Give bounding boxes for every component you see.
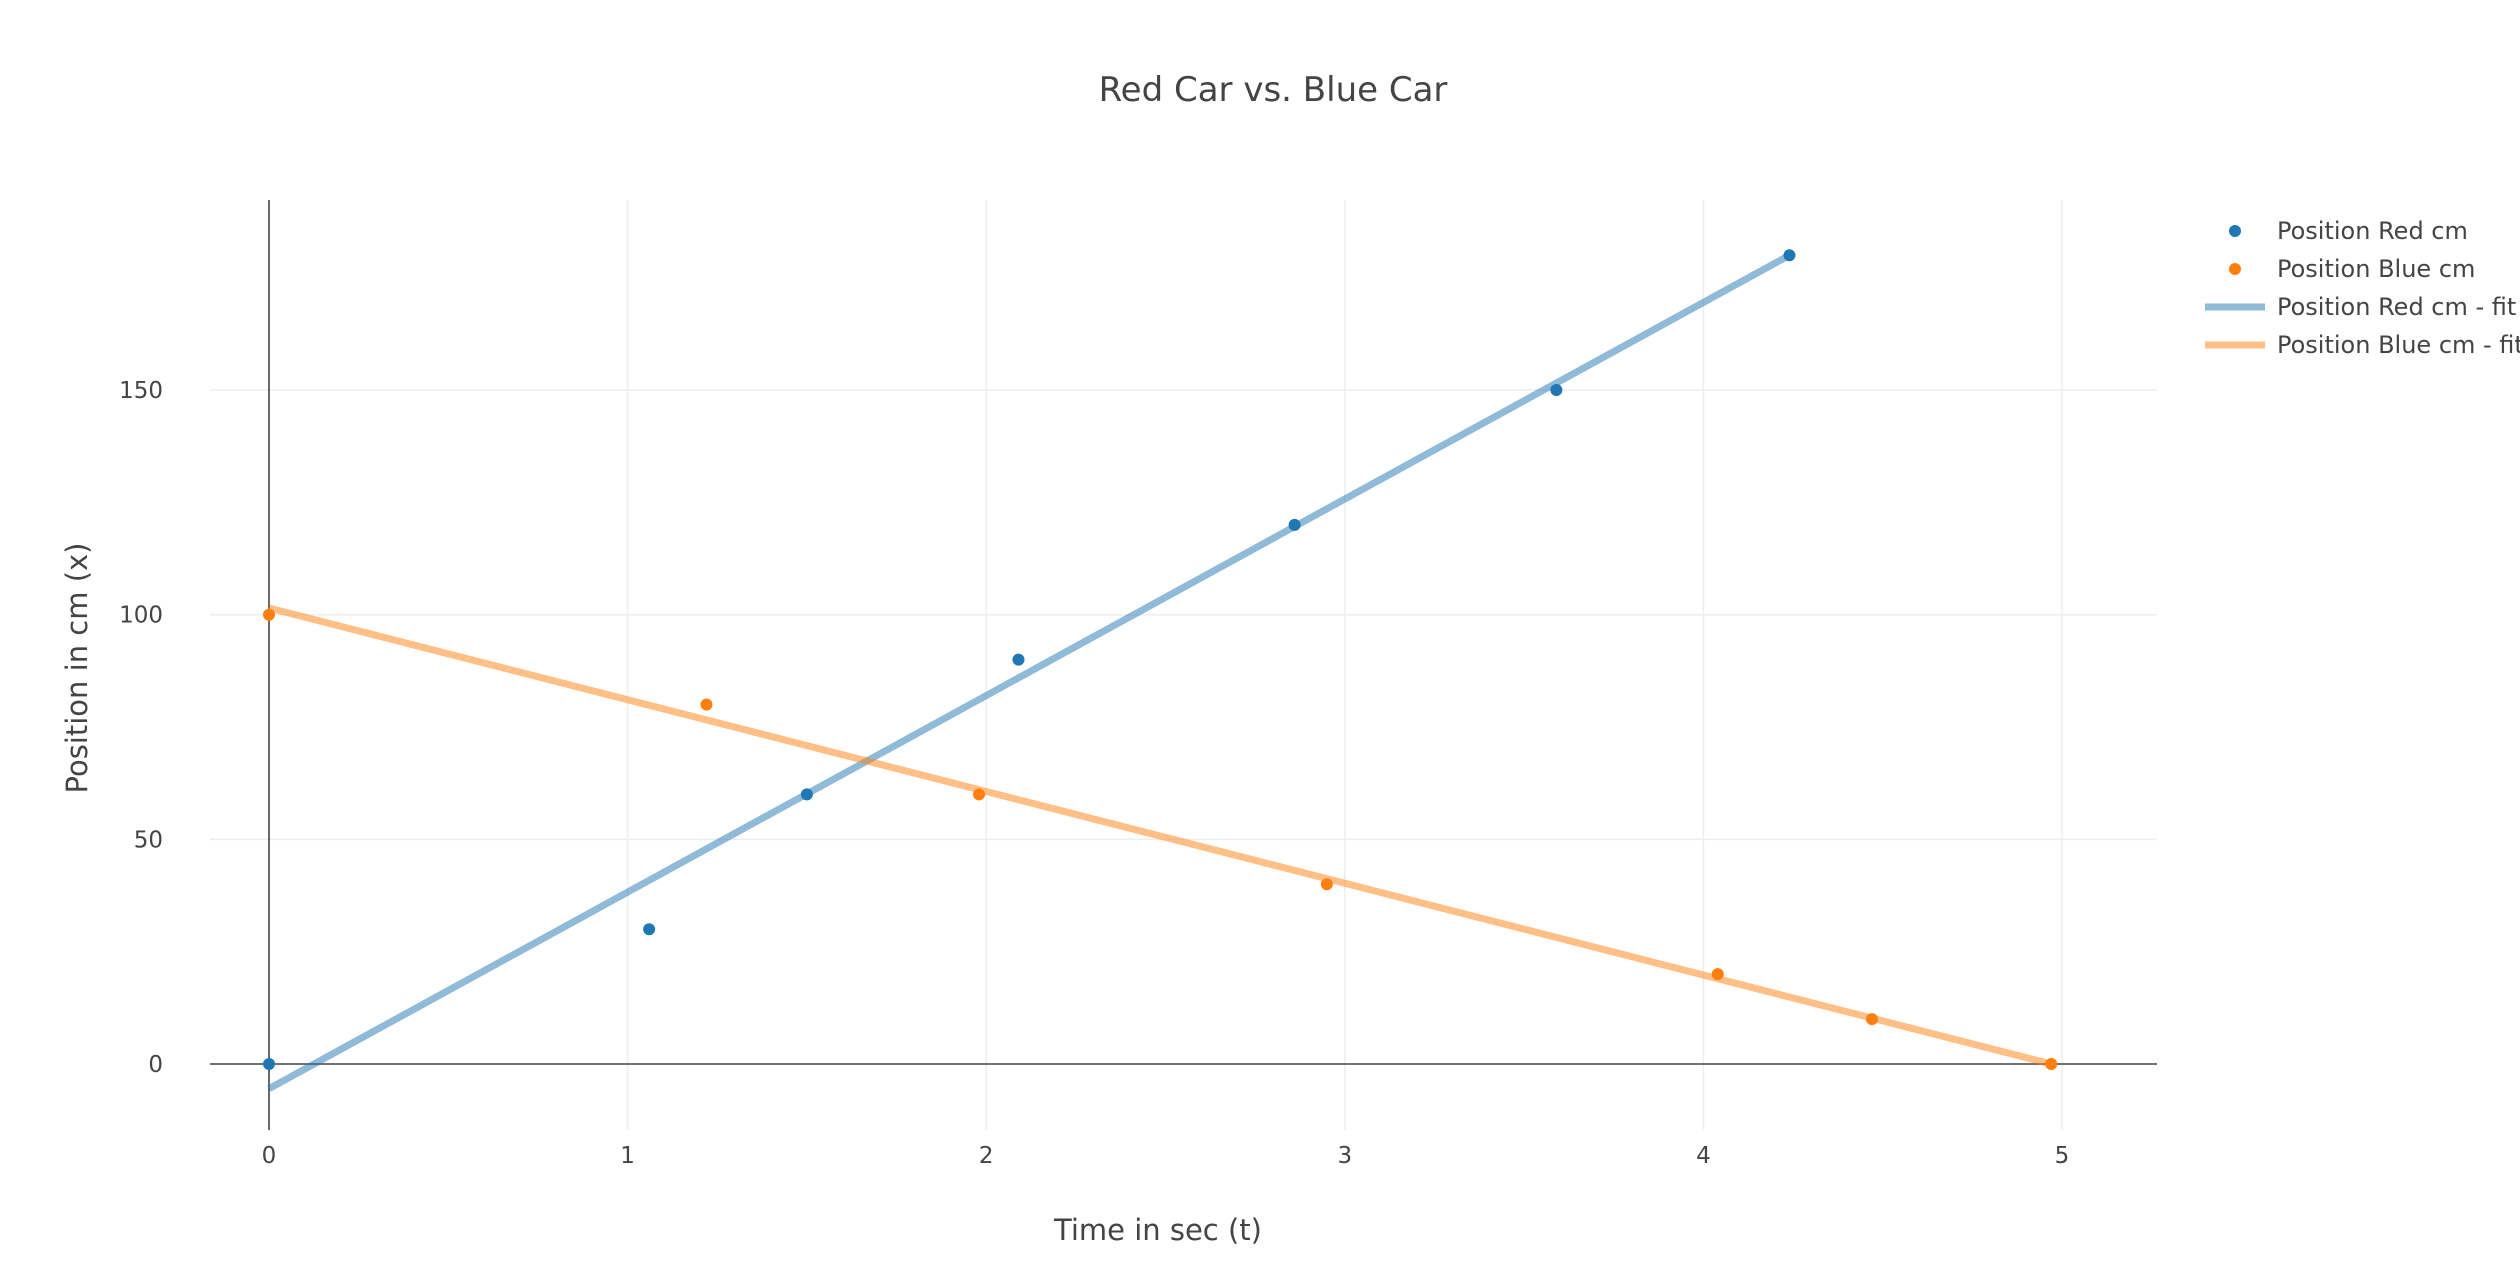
legend-item: Position Red cm - fit: [2205, 293, 2516, 321]
zero-lines: [210, 200, 2157, 1130]
legend: Position Red cm Position Blue cm Position …: [2205, 217, 2520, 359]
data-point: [263, 1058, 275, 1070]
x-tick-label: 0: [262, 1143, 277, 1169]
plot-area: [263, 249, 2058, 1092]
legend-label: Position Blue cm: [2277, 255, 2475, 283]
data-point: [1288, 518, 1301, 531]
data-point: [700, 698, 713, 711]
data-point: [1550, 384, 1563, 397]
data-point: [2045, 1058, 2058, 1070]
data-point: [800, 788, 813, 801]
legend-item: Position Blue cm: [2229, 255, 2475, 283]
legend-marker: [2229, 225, 2241, 237]
legend-item: Position Red cm: [2229, 217, 2468, 245]
x-tick-label: 2: [979, 1143, 994, 1169]
legend-item: Position Blue cm - fit: [2205, 331, 2520, 359]
legend-label: Position Red cm - fit: [2277, 293, 2516, 321]
data-point: [1320, 878, 1333, 891]
chart-title: Red Car vs. Blue Car: [1099, 70, 1448, 110]
data-point: [1865, 1013, 1878, 1026]
y-tick-label: 150: [119, 378, 163, 404]
y-tick-label: 50: [134, 827, 163, 853]
x-tick-label: 5: [2055, 1143, 2070, 1169]
series-line: [268, 604, 2053, 1068]
x-tick-label: 3: [1337, 1143, 1352, 1169]
legend-marker: [2229, 263, 2241, 275]
data-point: [263, 608, 275, 621]
series-line: [267, 252, 1792, 1092]
data-point: [1711, 968, 1724, 981]
x-tick-label: 4: [1696, 1143, 1711, 1169]
data-point: [1783, 249, 1796, 262]
x-axis-title: Time in sec (t): [1053, 1213, 1262, 1247]
y-axis-title: Position in cm (x): [60, 543, 94, 794]
y-tick-label: 0: [148, 1052, 163, 1078]
data-point: [973, 788, 986, 801]
data-point: [643, 923, 656, 936]
legend-label: Position Red cm: [2277, 217, 2468, 245]
data-point: [1012, 653, 1025, 666]
legend-label: Position Blue cm - fit: [2277, 331, 2520, 359]
y-tick-label: 100: [119, 603, 163, 629]
x-tick-label: 1: [620, 1143, 635, 1169]
